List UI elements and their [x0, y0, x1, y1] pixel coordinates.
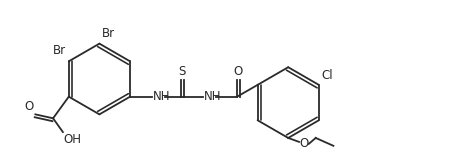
Text: Cl: Cl	[322, 69, 333, 82]
Text: Br: Br	[53, 44, 66, 57]
Text: O: O	[300, 137, 308, 150]
Text: Br: Br	[102, 27, 116, 40]
Text: O: O	[234, 65, 243, 78]
Text: OH: OH	[64, 133, 82, 146]
Text: NH: NH	[204, 90, 221, 103]
Text: O: O	[24, 100, 33, 113]
Text: S: S	[178, 65, 186, 78]
Text: NH: NH	[153, 90, 170, 103]
